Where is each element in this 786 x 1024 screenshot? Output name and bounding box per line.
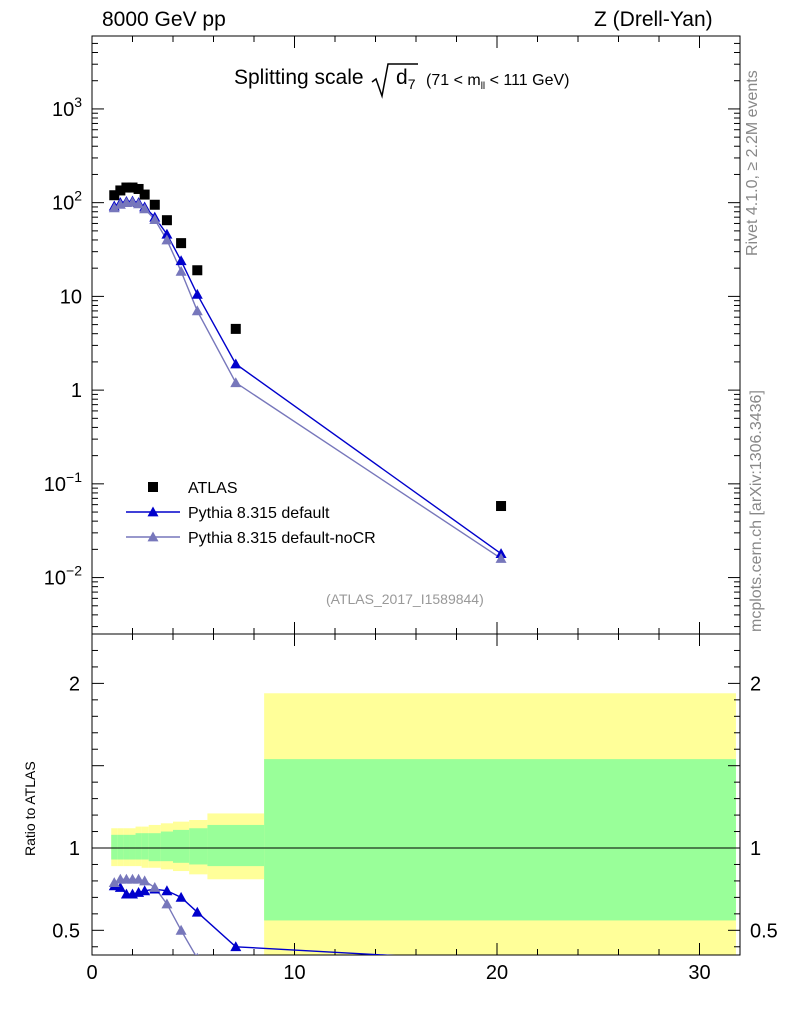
title-range-start: (71 < m [426,72,481,89]
top-marker-1-10 [230,358,242,369]
ratio-ytick-right-1: 1 [750,838,761,860]
ratio-ylabel: Ratio to ATLAS [22,761,38,856]
ratio-ytick-left-0: 2 [69,673,80,695]
atlas-point-3 [127,182,138,193]
top-marker-1-7 [161,228,173,239]
y-tick-label-4: 10−1 [44,469,82,496]
y-tick-label-3: 1 [71,380,82,402]
band-inner-10 [207,824,265,867]
header-energy-label: 8000 GeV pp [102,8,226,31]
ratio-ytick-left-2: 0.5 [52,920,80,942]
top-marker-2-5 [139,203,151,214]
ratio-marker-1-5 [139,875,151,886]
legend-label-2: Pythia 8.315 default-noCR [188,530,376,547]
ratio-marker-0-1 [114,882,126,892]
atlas-point-2 [121,182,132,193]
atlas-point-0 [109,190,120,201]
top-marker-2-8 [175,265,187,276]
ratio-marker-0-5 [139,885,151,896]
ratio-marker-1-6 [149,882,161,892]
ratio-marker-0-8 [175,891,187,902]
title-range-subscript: ll [480,81,486,93]
legend-marker-1 [147,506,159,517]
ratio-marker-1-4 [133,873,145,884]
y-tick-label-0: 103 [52,94,82,121]
legend-label-0: ATLAS [188,480,238,497]
band-inner-6 [148,833,161,862]
title-subscript: 7 [407,76,416,93]
atlas-point-6 [149,199,160,210]
atlas-point-7 [161,215,172,226]
x-tick-label-30: 30 [688,962,710,984]
y-tick-label-1: 102 [52,188,82,215]
header-process-label: Z (Drell-Yan) [594,8,713,31]
y-tick-label-5: 10−2 [44,563,82,590]
band-inner-4 [135,833,142,860]
legend-marker-0 [148,482,158,492]
ratio-marker-0-7 [161,885,173,896]
top-marker-2-7 [161,234,173,245]
title-sqrt-var: d7 [396,66,415,92]
atlas-point-11 [496,501,507,512]
x-tick-label-10: 10 [283,962,305,984]
top-marker-1-9 [191,288,203,299]
legend-marker-2 [147,531,159,542]
top-marker-2-6 [149,214,161,224]
top-marker-1-8 [175,255,187,266]
top-marker-2-11 [495,552,507,563]
top-marker-2-9 [191,305,203,316]
ratio-marker-1-9 [196,952,199,955]
band-inner-11 [264,759,736,921]
band-inner-0 [111,834,118,860]
ratio-markers [108,873,242,955]
atlas-point-4 [133,183,144,194]
ratio-marker-1-0 [108,877,120,887]
ratio-ytick-right-2: 0.5 [750,920,778,942]
atlas-point-10 [230,323,241,334]
ratio-marker-0-10 [230,941,242,952]
ratio-marker-1-8 [175,924,187,935]
x-tick-label-0: 0 [86,962,97,984]
x-tick-label-20: 20 [486,962,508,984]
top-marker-2-0 [108,202,120,213]
atlas-point-9 [192,265,203,276]
legend-label-1: Pythia 8.315 default [188,505,330,522]
ratio-marker-0-9 [191,906,203,917]
rivet-version-label: Rivet 4.1.0, ≥ 2.2M events [744,70,761,256]
title-mass-range: (71 < mll < 111 GeV) [426,72,569,92]
band-inner-9 [189,828,208,865]
ratio-ytick-left-1: 1 [69,838,80,860]
axis-ticks [91,35,741,955]
ratio-ytick-right-0: 2 [750,673,761,695]
atlas-point-8 [176,238,187,249]
sqrt-symbol [371,63,418,99]
top-line-1 [113,200,502,555]
title-range-end: < 111 GeV) [485,72,570,89]
data-markers [108,182,507,955]
atlas-point-5 [139,189,150,200]
atlas-point-1 [115,185,126,196]
chart-title: Splitting scale [234,66,364,90]
top-marker-2-10 [230,377,242,388]
uncertainty-bands [92,693,740,955]
band-inner-1 [117,834,124,860]
band-inner-8 [173,829,190,863]
top-marker-2-4 [133,198,145,209]
ratio-marker-1-7 [161,898,173,909]
y-tick-label-2: 10 [60,286,82,308]
title-main: Splitting scale [234,66,364,89]
mcplots-reference-label: mcplots.cern.ch [arXiv:1306.3436] [748,390,765,632]
title-d: d [396,66,408,89]
band-inner-5 [141,833,149,860]
analysis-watermark: (ATLAS_2017_I1589844) [326,591,484,607]
legend: ATLAS Pythia 8.315 default Pythia 8.315 de… [126,480,376,547]
band-inner-3 [129,834,136,860]
band-inner-2 [123,834,130,860]
top-marker-2-3 [127,196,138,207]
band-inner-7 [160,831,173,862]
